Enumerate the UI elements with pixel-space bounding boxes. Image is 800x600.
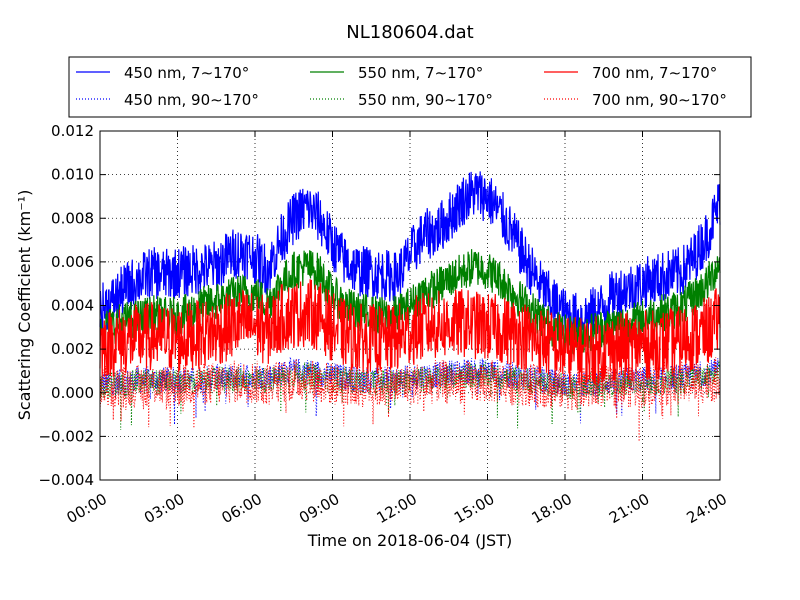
series-line (99, 360, 721, 431)
x-tick-label: 06:00 (219, 490, 265, 527)
y-tick-label: 0.010 (51, 166, 94, 184)
y-tick-label: 0.000 (51, 384, 94, 402)
legend-entry-label: 550 nm, 90∼170° (358, 91, 493, 109)
x-tick-label: 00:00 (64, 490, 110, 527)
x-axis-label: Time on 2018-06-04 (JST) (307, 531, 512, 550)
y-tick-label: 0.002 (51, 340, 94, 358)
y-tick-label: −0.004 (38, 471, 94, 489)
y-tick-label: 0.006 (51, 253, 94, 271)
x-tick-label: 03:00 (141, 490, 187, 527)
legend-box (68, 56, 752, 118)
chart-title: NL180604.dat (346, 22, 473, 43)
legend-entry-label: 450 nm, 90∼170° (124, 91, 259, 109)
y-tick-label: 0.012 (51, 122, 94, 140)
x-tick-label: 09:00 (296, 490, 342, 527)
x-tick-label: 12:00 (374, 490, 420, 527)
series-line (99, 357, 721, 442)
x-tick-label: 18:00 (529, 490, 575, 527)
y-axis-label: Scattering Coefficient (km⁻¹) (15, 190, 34, 421)
series-layer (99, 171, 721, 442)
legend-entry-label: 700 nm, 7∼170° (592, 64, 717, 82)
x-tick-label: 15:00 (451, 490, 497, 527)
series-line (99, 171, 721, 343)
legend-entry-label: 700 nm, 90∼170° (592, 91, 727, 109)
legend-entry-label: 450 nm, 7∼170° (124, 64, 249, 82)
series-line (99, 356, 721, 425)
y-tick-label: −0.002 (38, 427, 94, 445)
series-line (99, 279, 721, 386)
legend: 450 nm, 7∼170° 550 nm, 7∼170° 700 nm, 7∼17… (68, 56, 752, 118)
legend-entry-label: 550 nm, 7∼170° (358, 64, 483, 82)
x-tick-label: 21:00 (606, 490, 652, 527)
x-tick-label: 24:00 (684, 490, 730, 527)
y-tick-label: 0.004 (51, 297, 94, 315)
y-tick-label: 0.008 (51, 209, 94, 227)
